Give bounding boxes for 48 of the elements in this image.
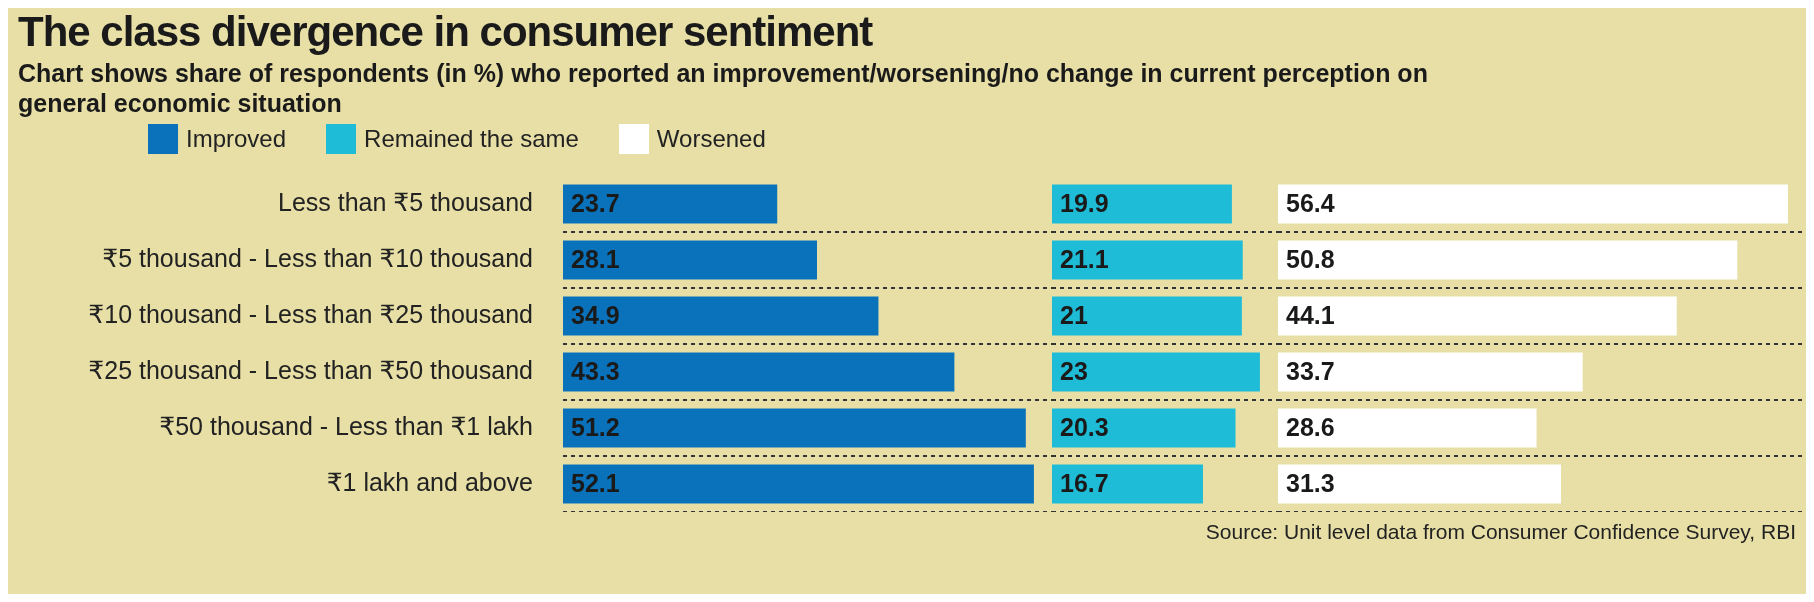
y-tick-label: ₹10 thousand - Less than ₹25 thousand <box>88 299 533 328</box>
y-tick-label: Less than ₹5 thousand <box>278 187 533 216</box>
legend-label: Worsened <box>656 125 766 153</box>
y-tick-label: ₹25 thousand - Less than ₹50 thousand <box>88 355 533 384</box>
y-tick-label: ₹50 thousand - Less than ₹1 lakh <box>159 411 533 440</box>
data-label: 34.9 <box>571 300 620 329</box>
data-label: 19.9 <box>1060 188 1109 217</box>
data-label: 21.1 <box>1060 244 1109 273</box>
data-label: 44.1 <box>1286 300 1335 329</box>
data-label: 43.3 <box>571 356 620 385</box>
bar <box>1278 352 1583 392</box>
bar <box>1278 464 1561 504</box>
bar <box>1278 408 1537 448</box>
bar <box>1052 464 1203 504</box>
bar <box>1278 296 1677 336</box>
bar <box>563 352 955 392</box>
data-label: 23.7 <box>571 188 620 217</box>
chart-subtitle: Chart shows share of respondents (in %) who reported an improvement/worsening/no change in current perception on general economic situation <box>18 58 1429 118</box>
data-label: 33.7 <box>1286 356 1335 385</box>
data-label: 16.7 <box>1060 468 1109 497</box>
bar <box>1052 408 1236 448</box>
data-label: 21 <box>1060 300 1088 329</box>
bar <box>1052 296 1242 336</box>
bar <box>563 184 778 224</box>
data-label: 56.4 <box>1286 188 1335 217</box>
data-label: 20.3 <box>1060 412 1109 441</box>
bar <box>1052 352 1260 392</box>
y-tick-label: ₹5 thousand - Less than ₹10 thousand <box>102 243 533 272</box>
bar <box>563 240 817 280</box>
data-label: 23 <box>1060 356 1088 385</box>
y-tick-label: ₹1 lakh and above <box>326 467 533 496</box>
data-label: 51.2 <box>571 412 620 441</box>
bar <box>1052 184 1232 224</box>
data-label: 50.8 <box>1286 244 1335 273</box>
bar <box>563 464 1034 504</box>
bar <box>1278 184 1788 224</box>
bar <box>563 408 1026 448</box>
bar <box>1278 240 1738 280</box>
data-label: 28.6 <box>1286 412 1335 441</box>
bar <box>1052 240 1243 280</box>
legend-label: Remained the same <box>364 125 579 153</box>
bar <box>563 296 879 336</box>
data-label: 31.3 <box>1286 468 1335 497</box>
legend-label: Improved <box>186 125 287 153</box>
source-note: Source: Unit level data from Consumer Confidence Survey, RBI <box>1204 520 1796 544</box>
data-label: 52.1 <box>571 468 620 497</box>
data-label: 28.1 <box>571 244 620 273</box>
chart-title: The class divergence in consumer sentiment <box>18 8 874 56</box>
